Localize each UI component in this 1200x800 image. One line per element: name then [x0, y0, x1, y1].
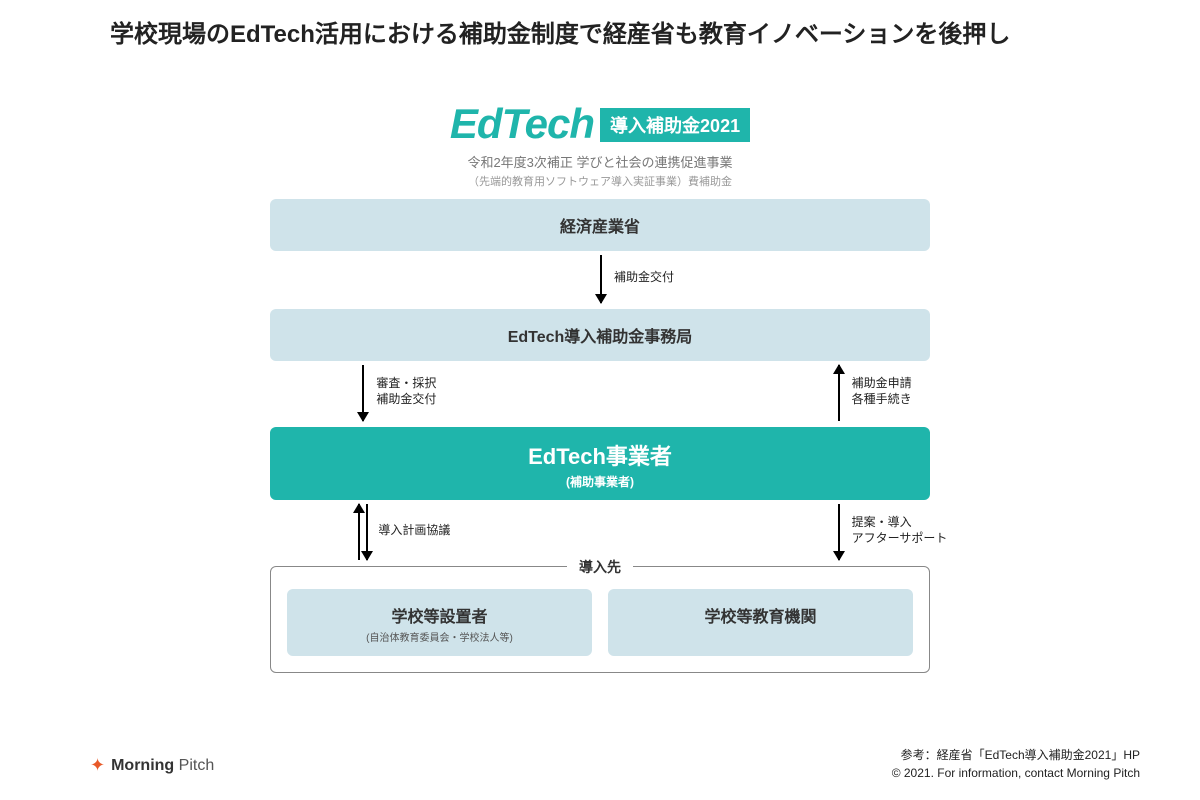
logo-wordmark: EdTech: [450, 100, 594, 148]
arrow-down-icon: [362, 365, 364, 421]
dest-right-label: 学校等教育機関: [616, 603, 905, 627]
logo-subtitle-1: 令和2年度3次補正 学びと社会の連携促進事業: [270, 152, 930, 171]
flow-diagram: EdTech 導入補助金2021 令和2年度3次補正 学びと社会の連携促進事業 …: [270, 100, 930, 673]
node-vendor-sublabel: (補助事業者): [280, 473, 920, 490]
footer-source: 参考：経産省「EdTech導入補助金2021」HP: [892, 746, 1140, 764]
footer-copyright: © 2021. For information, contact Morning…: [892, 764, 1140, 782]
destination-title: 導入先: [567, 557, 633, 577]
arrow-label: 提案・導入 アフターサポート: [852, 514, 948, 546]
node-dest-left: 学校等設置者 (自治体教育委員会・学校法人等): [287, 589, 592, 656]
node-vendor-label: EdTech事業者: [280, 439, 920, 471]
footer-meta: 参考：経産省「EdTech導入補助金2021」HP © 2021. For in…: [892, 746, 1140, 782]
page-title: 学校現場のEdTech活用における補助金制度で経産省も教育イノベーションを後押し: [110, 18, 1110, 52]
node-dest-right: 学校等教育機関: [608, 589, 913, 656]
brand-light: Pitch: [179, 757, 215, 774]
footer-brand: ✦ Morning Pitch: [90, 755, 214, 776]
brand-strong: Morning: [111, 757, 174, 774]
arrow-up-icon: [838, 365, 840, 421]
arrow-zone-2: 審査・採択 補助金交付 補助金申請 各種手続き: [270, 361, 930, 427]
node-office: EdTech導入補助金事務局: [270, 309, 930, 361]
node-vendor: EdTech事業者 (補助事業者): [270, 427, 930, 500]
arrow-up-icon: [358, 504, 360, 560]
arrow-down-icon: [838, 504, 840, 560]
logo-badge: 導入補助金2021: [600, 108, 750, 142]
arrow-label: 補助金交付: [614, 269, 674, 285]
destination-group: 導入先 学校等設置者 (自治体教育委員会・学校法人等) 学校等教育機関: [270, 566, 930, 673]
arrow-label: 審査・採択 補助金交付: [376, 375, 436, 407]
arrow-label: 導入計画協議: [378, 522, 450, 538]
arrow-down-icon: [600, 255, 602, 303]
arrow-down-icon: [366, 504, 368, 560]
arrow-zone-1: 補助金交付: [270, 251, 930, 309]
node-meti: 経済産業省: [270, 199, 930, 251]
dest-left-sublabel: (自治体教育委員会・学校法人等): [295, 629, 584, 644]
dest-left-label: 学校等設置者: [295, 603, 584, 627]
logo-subtitle-2: （先端的教育用ソフトウェア導入実証事業）費補助金: [270, 173, 930, 189]
program-logo: EdTech 導入補助金2021: [270, 100, 930, 148]
arrow-label: 補助金申請 各種手続き: [852, 375, 912, 407]
brand-gear-icon: ✦: [90, 755, 105, 776]
